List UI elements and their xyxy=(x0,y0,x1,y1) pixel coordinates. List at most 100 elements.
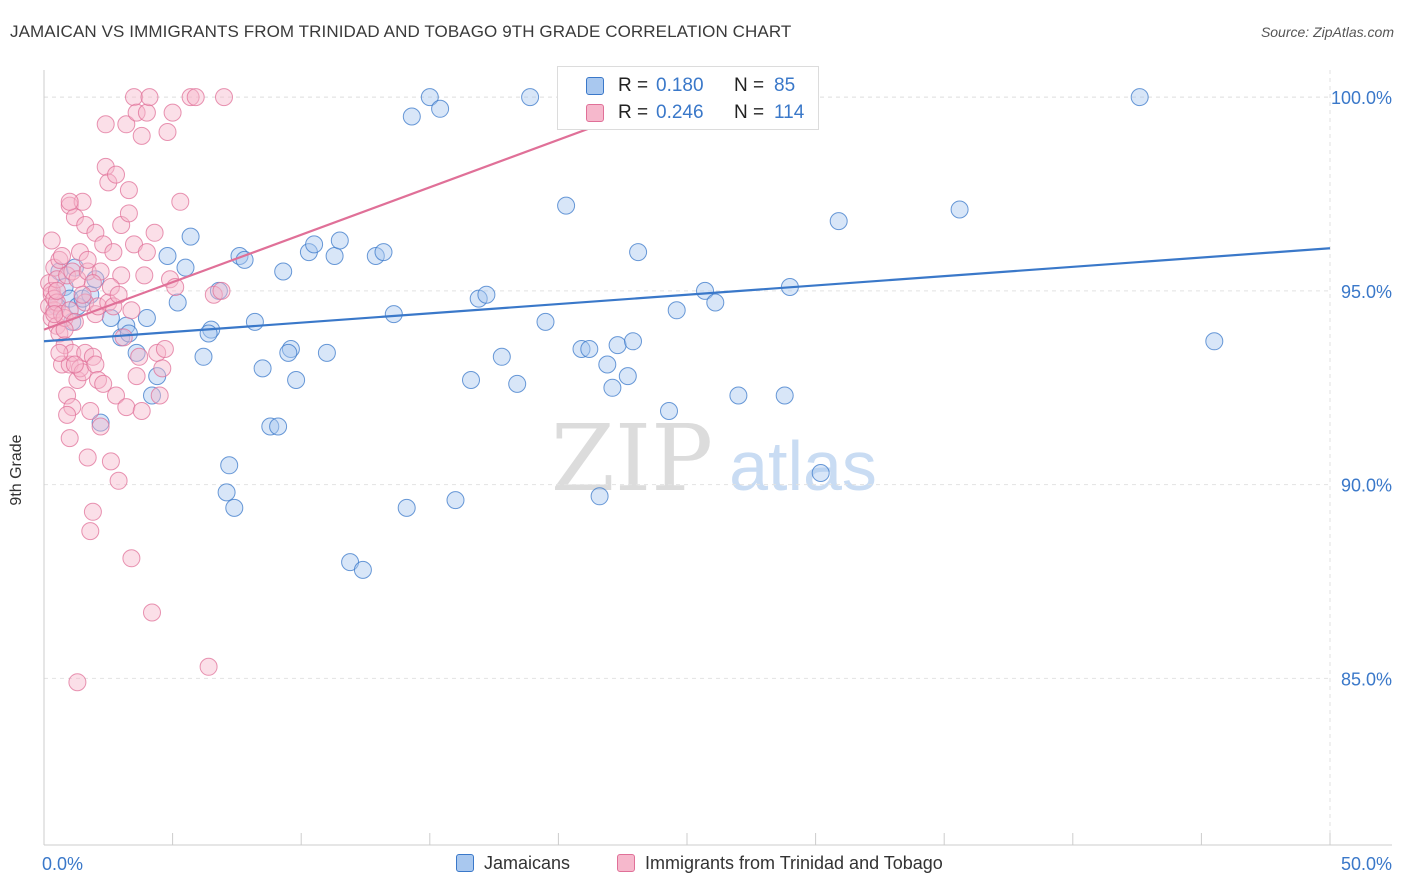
data-point-trinidad xyxy=(60,301,79,320)
data-point-trinidad xyxy=(104,243,123,262)
legend-swatch-pink xyxy=(617,854,635,872)
legend-swatch-pink xyxy=(586,104,604,122)
data-point-trinidad xyxy=(137,243,156,262)
data-point-jamaicans xyxy=(269,417,288,436)
tick-labels: 85.0% 90.0% 95.0% 100.0% 0.0% 50.0% xyxy=(42,88,1392,874)
data-point-trinidad xyxy=(117,398,136,417)
y-tick-label: 95.0% xyxy=(1341,282,1392,302)
data-point-trinidad xyxy=(81,402,100,420)
data-point-trinidad xyxy=(91,417,110,436)
data-point-trinidad xyxy=(60,192,79,211)
data-point-trinidad xyxy=(137,103,156,122)
data-point-jamaicans xyxy=(305,235,324,254)
data-point-jamaicans xyxy=(521,88,540,107)
data-point-jamaicans xyxy=(618,367,637,386)
data-point-trinidad xyxy=(140,88,159,107)
y-tick-label: 100.0% xyxy=(1331,88,1392,108)
data-point-trinidad xyxy=(73,285,92,304)
data-point-jamaicans xyxy=(446,491,465,510)
data-point-trinidad xyxy=(94,374,113,393)
data-point-jamaicans xyxy=(950,200,969,219)
data-point-jamaicans xyxy=(225,498,244,517)
legend-n-value: 85 xyxy=(774,75,796,96)
data-point-trinidad xyxy=(96,115,115,134)
data-point-jamaicans xyxy=(829,212,848,231)
correlation-legend: R = 0.180 N = 85 R = 0.246 N = 114 xyxy=(557,66,819,130)
data-point-trinidad xyxy=(107,165,125,184)
data-point-trinidad xyxy=(58,405,77,424)
watermark: ZIP atlas xyxy=(551,405,877,512)
data-point-jamaicans xyxy=(667,301,686,320)
data-point-trinidad xyxy=(68,673,87,692)
data-point-jamaicans xyxy=(629,243,648,262)
y-tick-label: 90.0% xyxy=(1341,476,1392,496)
data-point-jamaicans xyxy=(624,332,642,351)
watermark-zip: ZIP xyxy=(551,405,713,512)
data-point-trinidad xyxy=(215,88,233,107)
data-point-trinidad xyxy=(101,452,120,471)
data-point-trinidad xyxy=(83,274,102,293)
data-point-jamaicans xyxy=(194,347,213,366)
data-point-trinidad xyxy=(42,231,61,250)
data-point-jamaicans xyxy=(287,371,306,389)
data-point-jamaicans xyxy=(397,498,416,517)
legend-swatch-blue xyxy=(456,854,474,872)
data-point-trinidad xyxy=(135,266,154,285)
data-point-trinidad xyxy=(171,192,190,211)
data-point-jamaicans xyxy=(325,247,344,265)
data-point-jamaicans xyxy=(143,386,161,405)
legend-r-label: R = xyxy=(618,102,649,123)
data-point-jamaicans xyxy=(158,247,177,265)
legend-label-trinidad: Immigrants from Trinidad and Tobago xyxy=(645,852,943,873)
data-point-trinidad xyxy=(130,347,149,366)
data-point-trinidad xyxy=(132,126,151,145)
data-point-jamaicans xyxy=(168,293,187,312)
data-point-trinidad xyxy=(127,367,146,386)
data-point-trinidad xyxy=(212,281,231,300)
legend-swatch-blue xyxy=(586,77,604,95)
data-point-trinidad xyxy=(86,355,105,374)
data-point-trinidad xyxy=(127,103,146,122)
chart-title: JAMAICAN VS IMMIGRANTS FROM TRINIDAD AND… xyxy=(10,22,792,41)
data-point-trinidad xyxy=(50,343,69,362)
data-point-jamaicans xyxy=(603,378,622,397)
data-point-jamaicans xyxy=(217,483,236,502)
data-point-jamaicans xyxy=(608,336,627,355)
y-axis-label: 9th Grade xyxy=(8,434,25,506)
data-point-trinidad xyxy=(99,173,118,192)
watermark-atlas: atlas xyxy=(729,427,877,505)
data-point-trinidad xyxy=(122,549,141,568)
data-point-trinidad xyxy=(143,603,161,622)
data-point-jamaicans xyxy=(137,309,156,327)
data-point-jamaicans xyxy=(590,487,609,506)
data-point-jamaicans xyxy=(572,340,591,358)
data-point-trinidad xyxy=(119,181,138,200)
axes xyxy=(43,70,1392,846)
data-point-trinidad xyxy=(107,386,125,405)
y-tick-label: 85.0% xyxy=(1341,669,1392,689)
data-point-trinidad xyxy=(47,281,66,300)
data-point-jamaicans xyxy=(91,413,110,432)
data-point-jamaicans xyxy=(696,281,714,300)
data-points xyxy=(40,88,1224,692)
data-point-trinidad xyxy=(163,103,182,122)
legend-n-label: N = xyxy=(734,102,765,123)
data-point-jamaicans xyxy=(317,343,336,362)
trend-lines xyxy=(43,96,1331,343)
data-point-jamaicans xyxy=(402,107,421,126)
legend-r-value: 0.246 xyxy=(656,102,704,123)
data-point-jamaicans xyxy=(1130,88,1149,107)
x-tick-label: 50.0% xyxy=(1341,854,1392,874)
data-point-jamaicans xyxy=(598,355,617,374)
data-point-jamaicans xyxy=(274,262,293,281)
legend-r-value: 0.180 xyxy=(656,75,704,96)
data-point-trinidad xyxy=(153,359,172,378)
data-point-trinidad xyxy=(181,88,200,107)
legend-row-trinidad: R = 0.246 N = 114 xyxy=(618,100,804,126)
data-point-trinidad xyxy=(76,216,95,234)
data-point-trinidad xyxy=(81,522,100,541)
data-point-trinidad xyxy=(186,88,205,107)
legend-label-jamaicans: Jamaicans xyxy=(484,852,571,873)
